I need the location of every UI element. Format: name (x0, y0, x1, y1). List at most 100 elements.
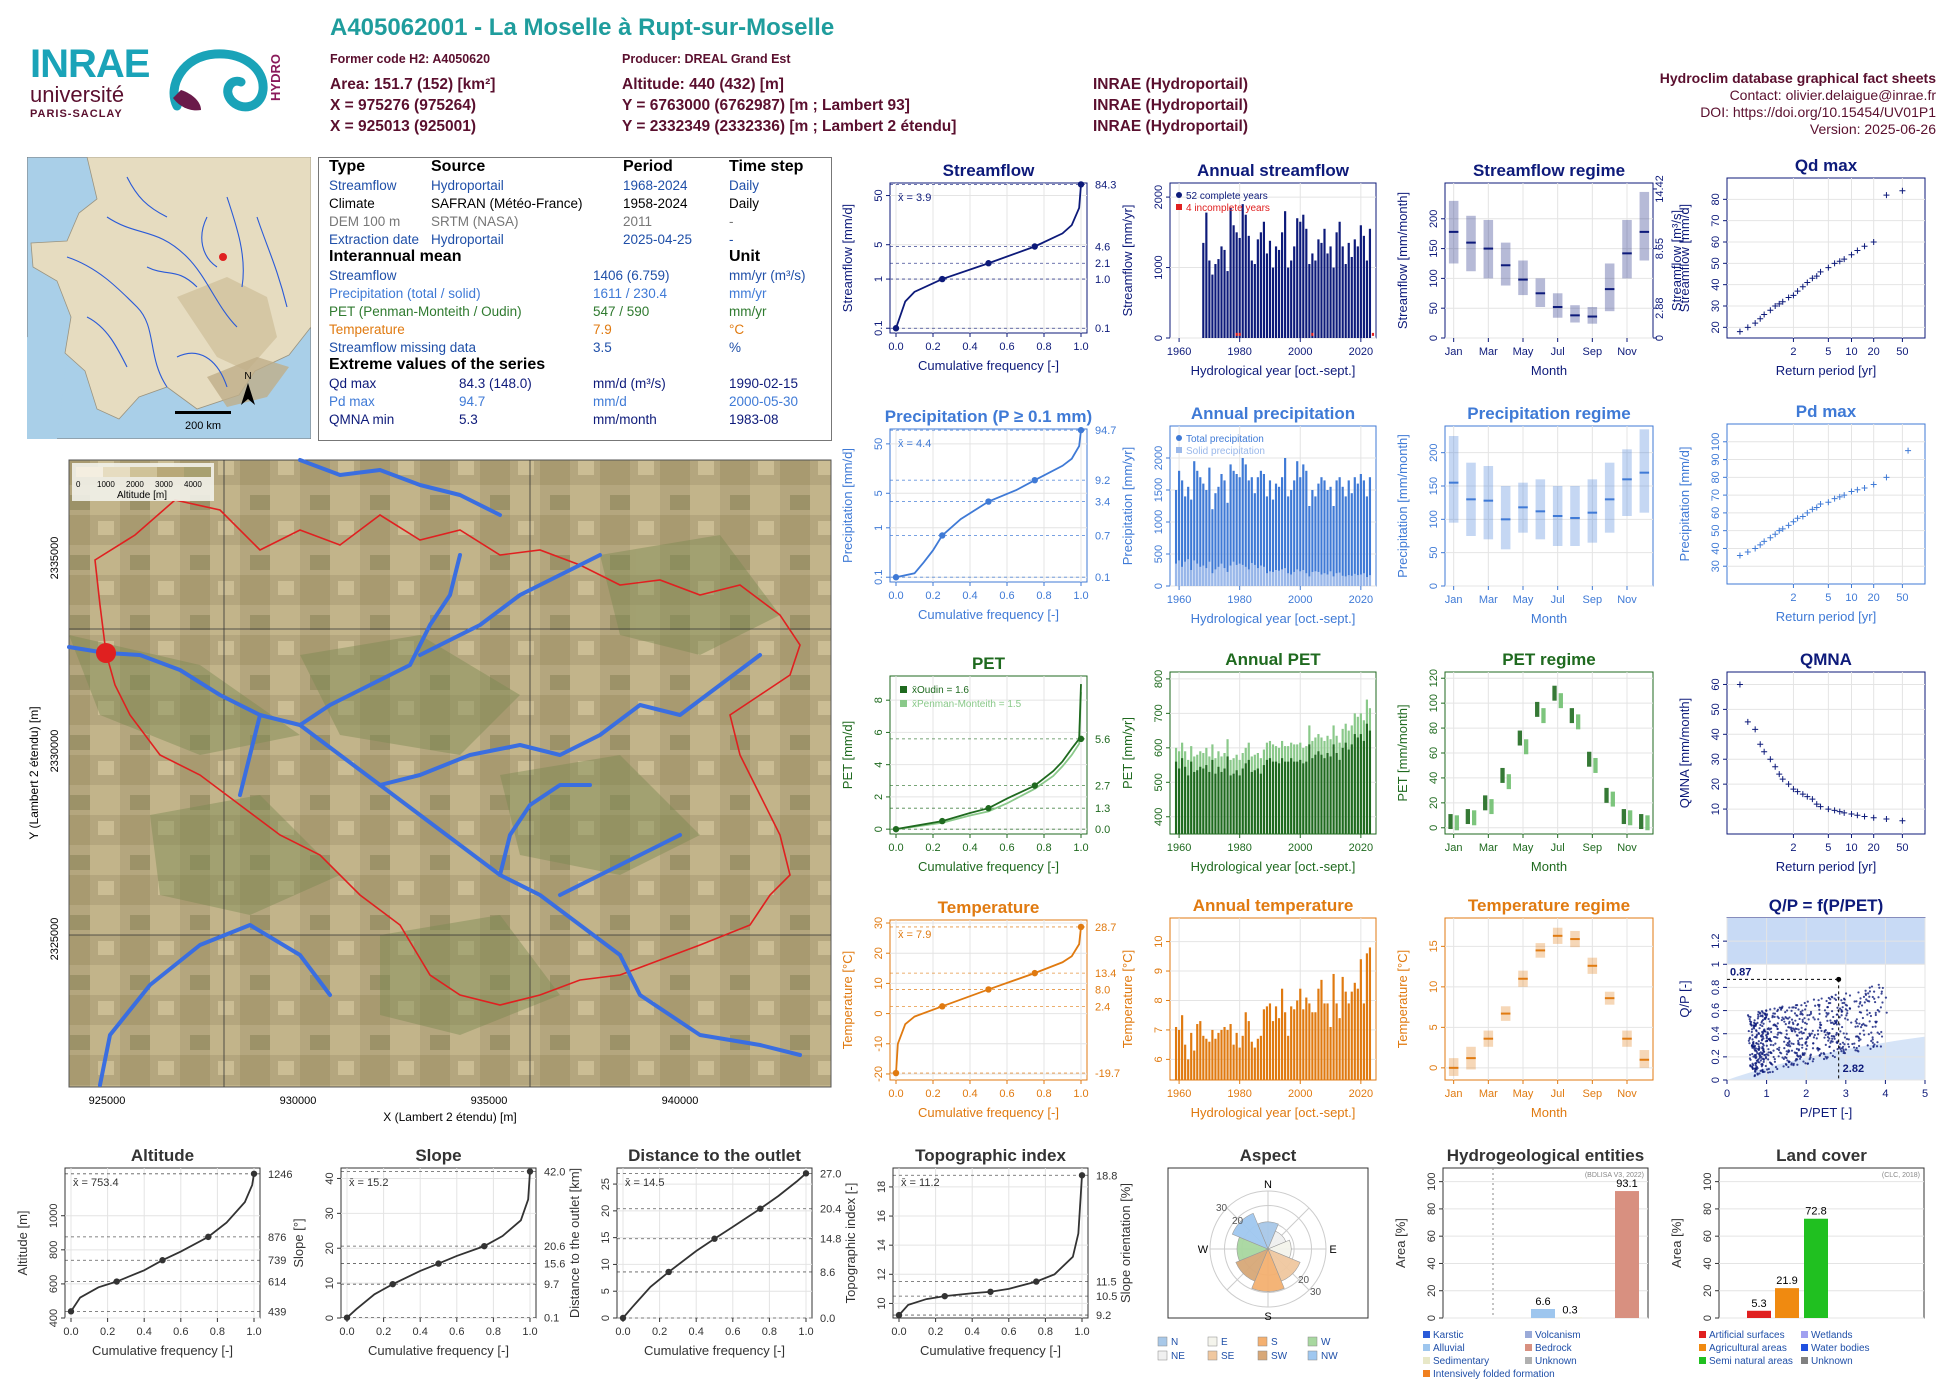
extreme-qmna-date: 1983-08 (729, 412, 779, 427)
annual_streamflow-bar (1347, 242, 1350, 338)
qmna-point (1761, 748, 1768, 755)
qp_ppet-point (1854, 1049, 1857, 1052)
annual_pet-bar (1268, 758, 1272, 834)
annual_precip-bar (1308, 506, 1311, 586)
annual_temp-bar (1365, 953, 1369, 1080)
qd_max-point (1809, 275, 1816, 282)
legend-tick-3: 3000 (155, 480, 173, 489)
qp_ppet-point (1800, 1004, 1803, 1007)
precip_cdf-xtick-label: 0.8 (1036, 590, 1051, 602)
altitude: Altitude: 440 (432) [m] (622, 76, 784, 93)
qp_ppet-point (1831, 1027, 1834, 1031)
qp_ppet-point (1864, 989, 1867, 992)
annual_temp-bar (1211, 1029, 1214, 1080)
qp_ppet-point (1766, 1031, 1769, 1034)
annual_streamflow-bar (1262, 221, 1266, 338)
streamflow_regime-frame (1444, 182, 1654, 339)
qp_ppet-point (1884, 996, 1888, 999)
qp_ppet-point (1802, 1031, 1805, 1035)
qp_ppet-point (1777, 1055, 1780, 1058)
temp_regime-xtick-label: Sep (1583, 1088, 1603, 1100)
pet_cdf-right-label: 0.0 (1095, 824, 1110, 836)
qp_ppet-point (1751, 1046, 1754, 1049)
annual_precip-bar-solid (1226, 571, 1229, 586)
qp_ppet-point (1835, 1041, 1838, 1044)
qd_max-xtick-label: 2 (1790, 346, 1796, 358)
annual_precip-bar (1244, 464, 1247, 586)
annual_temp-bar (1250, 1041, 1253, 1080)
qmna-point (1794, 788, 1801, 795)
qp_ppet-point (1822, 1057, 1826, 1061)
annual_precip-bar-solid (1184, 561, 1187, 586)
precip_regime-ytick-label: 150 (1428, 477, 1440, 495)
extreme-qdmax-date: 1990-02-15 (729, 376, 799, 391)
qp_ppet-point (1792, 1062, 1795, 1065)
qp_ppet-point (1754, 1049, 1757, 1052)
qp_ppet-point (1833, 1055, 1836, 1059)
annual_temp-ytick-label: 10 (1153, 935, 1165, 947)
qp_ppet-point (1797, 1042, 1800, 1046)
annual_precip-ylabel: Precipitation [mm/yr] (1120, 447, 1135, 565)
annual_streamflow-bar (1256, 239, 1259, 338)
altitude_cdf-right-label: 739 (268, 1255, 286, 1267)
streamflow_cdf-xtick-label: 1.0 (1073, 341, 1088, 353)
qp_ppet-point (1750, 1024, 1753, 1027)
qmna-xlabel: Return period [yr] (1776, 859, 1876, 874)
temp_cdf-title: Temperature (938, 898, 1040, 917)
aspect-legend-label: W (1321, 1337, 1331, 1348)
qp_ppet-point (1751, 1067, 1754, 1071)
qp_ppet-point (1841, 1041, 1845, 1044)
qp_ppet-ytick-label: 0.2 (1710, 1049, 1722, 1064)
scale-bar (175, 411, 231, 414)
distance_cdf-xtick-label: 0.0 (615, 1326, 630, 1338)
hydrogeology-legend-label: Volcanism (1535, 1330, 1581, 1341)
annual_precip-bar-solid (1274, 570, 1278, 586)
annual_temp-bar (1305, 997, 1308, 1080)
pd_max-ylabel: Precipitation [mm/d] (1677, 447, 1692, 562)
qp_ppet-point (1860, 1004, 1864, 1007)
row-climate-type: Climate (329, 196, 375, 211)
qp_ppet-point (1868, 1000, 1871, 1003)
annual_pet-bar (1205, 765, 1208, 834)
altitude_cdf-ytick-label: 800 (48, 1241, 60, 1259)
annual_temp-bar (1205, 1038, 1208, 1080)
qp_ppet-point (1830, 1035, 1833, 1038)
qp_ppet-point (1828, 1045, 1831, 1048)
annual_streamflow-bar (1268, 240, 1272, 338)
annual_streamflow-bar (1253, 264, 1256, 338)
annual_temp-bar (1268, 1003, 1272, 1080)
qp_ppet-point (1885, 1011, 1888, 1014)
qp_ppet-point (1765, 1044, 1768, 1047)
annual_pet-bar (1223, 768, 1226, 834)
annual_precip-bar-solid (1187, 559, 1190, 586)
qp_ppet-point (1771, 1063, 1774, 1066)
aspect-legend-swatch (1207, 1336, 1218, 1347)
streamflow_cdf-xlabel: Cumulative frequency [-] (918, 358, 1059, 373)
qmna-point (1841, 809, 1848, 816)
qmna-point (1831, 807, 1838, 814)
annual_precip-ytick-label: 1000 (1153, 510, 1165, 534)
qp_ppet-point (1868, 1020, 1871, 1023)
annual_temp-bar (1280, 988, 1284, 1080)
pet_cdf-xlabel: Cumulative frequency [-] (918, 859, 1059, 874)
qd_max-point (1825, 264, 1832, 271)
pd_max-point (1761, 538, 1768, 545)
precip_regime-title: Precipitation regime (1467, 404, 1630, 423)
pet_regime-box (1639, 814, 1644, 830)
qp_ppet-point (1805, 1038, 1808, 1041)
annual_temp-ylabel: Temperature [°C] (1120, 950, 1135, 1048)
annual_temp-bar (1181, 1015, 1184, 1080)
pd_max-point (1779, 525, 1786, 532)
qp_ppet-point (1799, 1055, 1802, 1059)
annual_precip-bar (1359, 474, 1362, 586)
pet_cdf-legend-label-0: x̄Oudin = 1.6 (912, 685, 969, 696)
qmna-point (1799, 791, 1806, 798)
pet_cdf-xtick-label: 0.0 (888, 842, 903, 854)
annual_pet-bar (1253, 770, 1256, 834)
topo_cdf-quantile-point (987, 1288, 994, 1295)
topo_cdf-frame (892, 1167, 1089, 1319)
pet_regime-ytick-label: 20 (1428, 797, 1440, 809)
annual_temp-bar (1253, 1047, 1256, 1080)
qp_ppet-point (1772, 1049, 1775, 1052)
